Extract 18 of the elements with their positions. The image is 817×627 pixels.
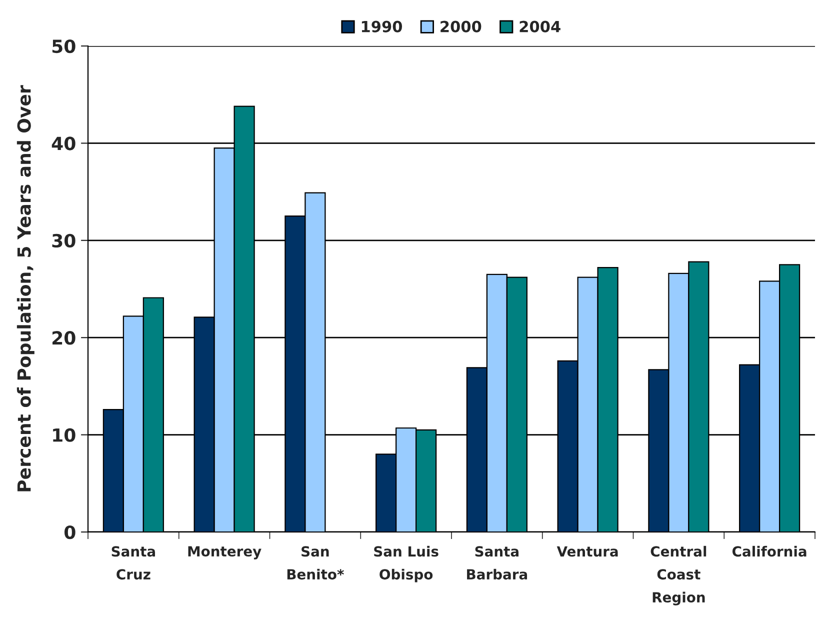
y-tick-label: 20 (52, 331, 76, 345)
y-tick-label: 50 (52, 39, 76, 54)
y-tick-label: 0 (64, 525, 76, 540)
x-tick-label: Santa Barbara (467, 546, 528, 580)
y-tick-label: 10 (53, 428, 76, 442)
x-tick-label: Ventura (556, 546, 618, 557)
legend-label: 2004 (520, 20, 560, 32)
x-tick-label: Central Coast Region (650, 546, 706, 606)
y-tick-label: 30 (52, 234, 76, 248)
x-tick-label: San Luis Obispo (374, 546, 438, 582)
x-tick-label: San Benito* (287, 546, 344, 580)
y-tick-label: 40 (52, 136, 76, 150)
x-tick-label: California (732, 546, 806, 557)
x-tick-label: Santa Cruz (112, 546, 155, 580)
legend-label: 1990 (362, 20, 402, 32)
legend-label: 2000 (440, 20, 482, 32)
x-tick-label: Monterey (188, 546, 262, 560)
y-axis-title: Percent of Population, 5 Years and Over (16, 85, 34, 492)
